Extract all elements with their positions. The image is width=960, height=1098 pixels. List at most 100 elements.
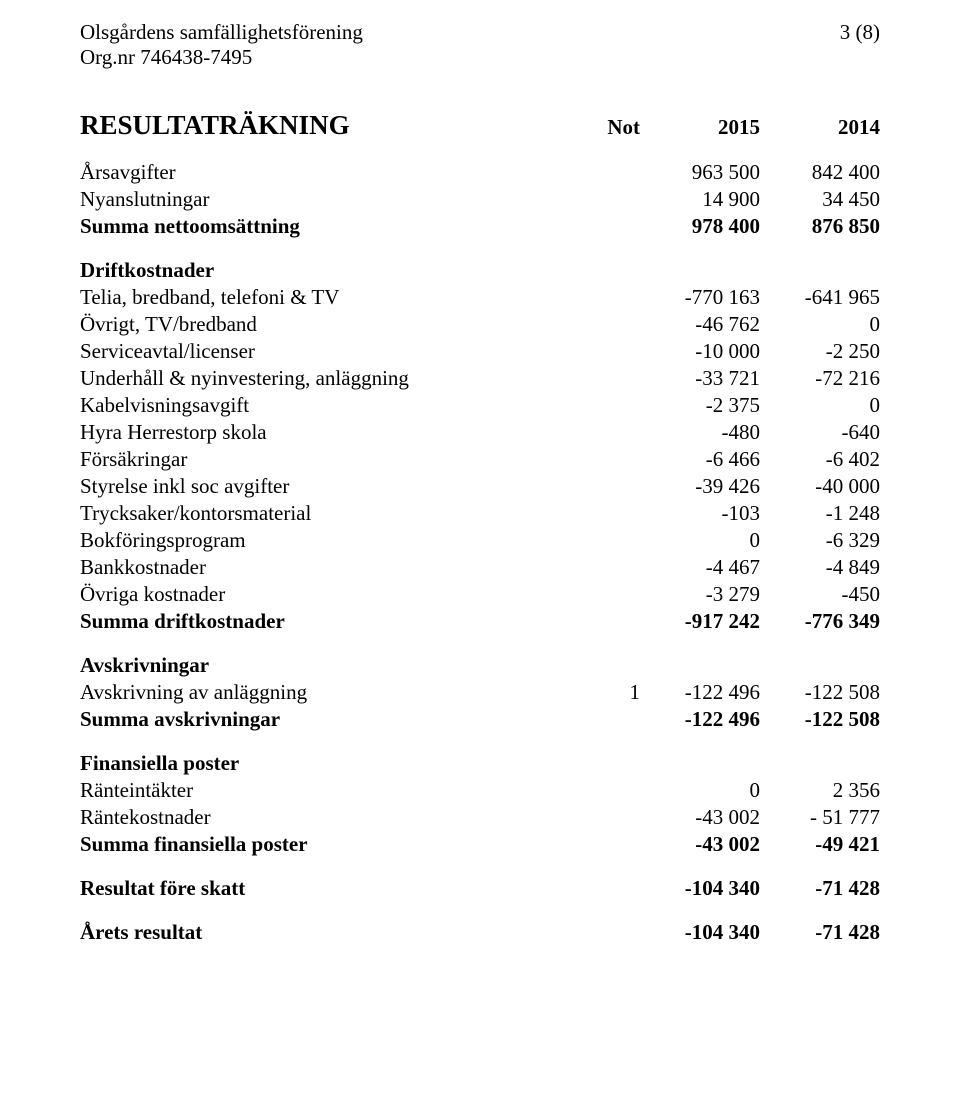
row-label: Bankkostnader [80,554,560,581]
row-value-year1: -3 279 [640,581,760,608]
row-value-year2: -2 250 [760,338,880,365]
table-row: Nyanslutningar14 90034 450 [80,186,880,213]
table-row: Trycksaker/kontorsmaterial -103-1 248 [80,500,880,527]
row-not [560,213,640,240]
row-not [560,365,640,392]
table-row: Försäkringar -6 466-6 402 [80,446,880,473]
row-value-year2: -72 216 [760,365,880,392]
row-value-year1 [640,733,760,777]
page: Olsgårdens samfällighetsförening 3 (8) O… [0,0,960,986]
row-not [560,733,640,777]
row-label: Trycksaker/kontorsmaterial [80,500,560,527]
table-row: Styrelse inkl soc avgifter-39 426-40 000 [80,473,880,500]
row-value-year2: -641 965 [760,284,880,311]
row-not [560,240,640,284]
org-nr: Org.nr 746438-7495 [80,45,880,70]
row-label: Driftkostnader [80,240,560,284]
row-value-year1: -43 002 [640,831,760,858]
table-row: Avskrivning av anläggning1-122 496-122 5… [80,679,880,706]
row-value-year2 [760,240,880,284]
row-value-year2: -40 000 [760,473,880,500]
table-row: Summa avskrivningar-122 496-122 508 [80,706,880,733]
row-label: Övrigt, TV/bredband [80,311,560,338]
row-value-year1: -6 466 [640,446,760,473]
table-row: Serviceavtal/licenser-10 000-2 250 [80,338,880,365]
row-not [560,473,640,500]
row-label: Nyanslutningar [80,186,560,213]
row-value-year2: 0 [760,392,880,419]
row-value-year2: -1 248 [760,500,880,527]
row-not [560,500,640,527]
row-value-year1: -4 467 [640,554,760,581]
row-label: Försäkringar [80,446,560,473]
row-label: Övriga kostnader [80,581,560,608]
table-row: Summa finansiella poster-43 002-49 421 [80,831,880,858]
row-value-year1: -104 340 [640,902,760,946]
row-value-year1: -103 [640,500,760,527]
row-not [560,902,640,946]
row-value-year2: -6 402 [760,446,880,473]
row-not [560,392,640,419]
row-label: Hyra Herrestorp skola [80,419,560,446]
row-value-year2: -4 849 [760,554,880,581]
table-row: Telia, bredband, telefoni & TV-770 163-6… [80,284,880,311]
row-label: Avskrivning av anläggning [80,679,560,706]
row-value-year1: -39 426 [640,473,760,500]
table-row: Bokföringsprogram0-6 329 [80,527,880,554]
main-title: RESULTATRÄKNING [80,110,350,141]
row-label: Avskrivningar [80,635,560,679]
row-not [560,527,640,554]
row-not [560,804,640,831]
row-not [560,419,640,446]
row-value-year1: 978 400 [640,213,760,240]
income-statement-table: Årsavgifter963 500842 400Nyanslutningar1… [80,159,880,946]
header-row: Olsgårdens samfällighetsförening 3 (8) [80,20,880,45]
table-row: Årsavgifter963 500842 400 [80,159,880,186]
row-value-year2 [760,635,880,679]
row-value-year2: 2 356 [760,777,880,804]
org-name: Olsgårdens samfällighetsförening [80,20,363,45]
row-not [560,554,640,581]
row-value-year2: -71 428 [760,858,880,902]
table-row: Summa nettoomsättning978 400876 850 [80,213,880,240]
row-value-year1: -33 721 [640,365,760,392]
row-label: Summa nettoomsättning [80,213,560,240]
row-not [560,858,640,902]
row-label: Bokföringsprogram [80,527,560,554]
table-row: Kabelvisningsavgift-2 3750 [80,392,880,419]
table-row: Hyra Herrestorp skola-480-640 [80,419,880,446]
row-not [560,777,640,804]
row-not [560,159,640,186]
table-row: Avskrivningar [80,635,880,679]
row-value-year1: -43 002 [640,804,760,831]
row-label: Resultat före skatt [80,858,560,902]
row-label: Summa finansiella poster [80,831,560,858]
table-row: Driftkostnader [80,240,880,284]
table-row: Ränteintäkter02 356 [80,777,880,804]
row-value-year1: -122 496 [640,679,760,706]
page-number: 3 (8) [840,20,880,45]
row-value-year1 [640,635,760,679]
row-value-year1: -770 163 [640,284,760,311]
row-value-year2: - 51 777 [760,804,880,831]
table-row: Underhåll & nyinvestering, anläggning -33… [80,365,880,392]
table-row: Resultat före skatt-104 340-71 428 [80,858,880,902]
row-label: Årets resultat [80,902,560,946]
table-row: Övriga kostnader-3 279-450 [80,581,880,608]
row-value-year1: -2 375 [640,392,760,419]
row-not [560,186,640,213]
row-value-year1 [640,240,760,284]
row-not [560,635,640,679]
row-value-year1: -917 242 [640,608,760,635]
row-value-year2: -122 508 [760,706,880,733]
column-headers: Not 2015 2014 [560,115,880,140]
row-value-year2: 0 [760,311,880,338]
row-value-year1: -480 [640,419,760,446]
row-not: 1 [560,679,640,706]
title-row: RESULTATRÄKNING Not 2015 2014 [80,110,880,141]
row-value-year2: -776 349 [760,608,880,635]
row-not [560,608,640,635]
row-value-year2: 842 400 [760,159,880,186]
row-label: Serviceavtal/licenser [80,338,560,365]
row-label: Underhåll & nyinvestering, anläggning [80,365,560,392]
